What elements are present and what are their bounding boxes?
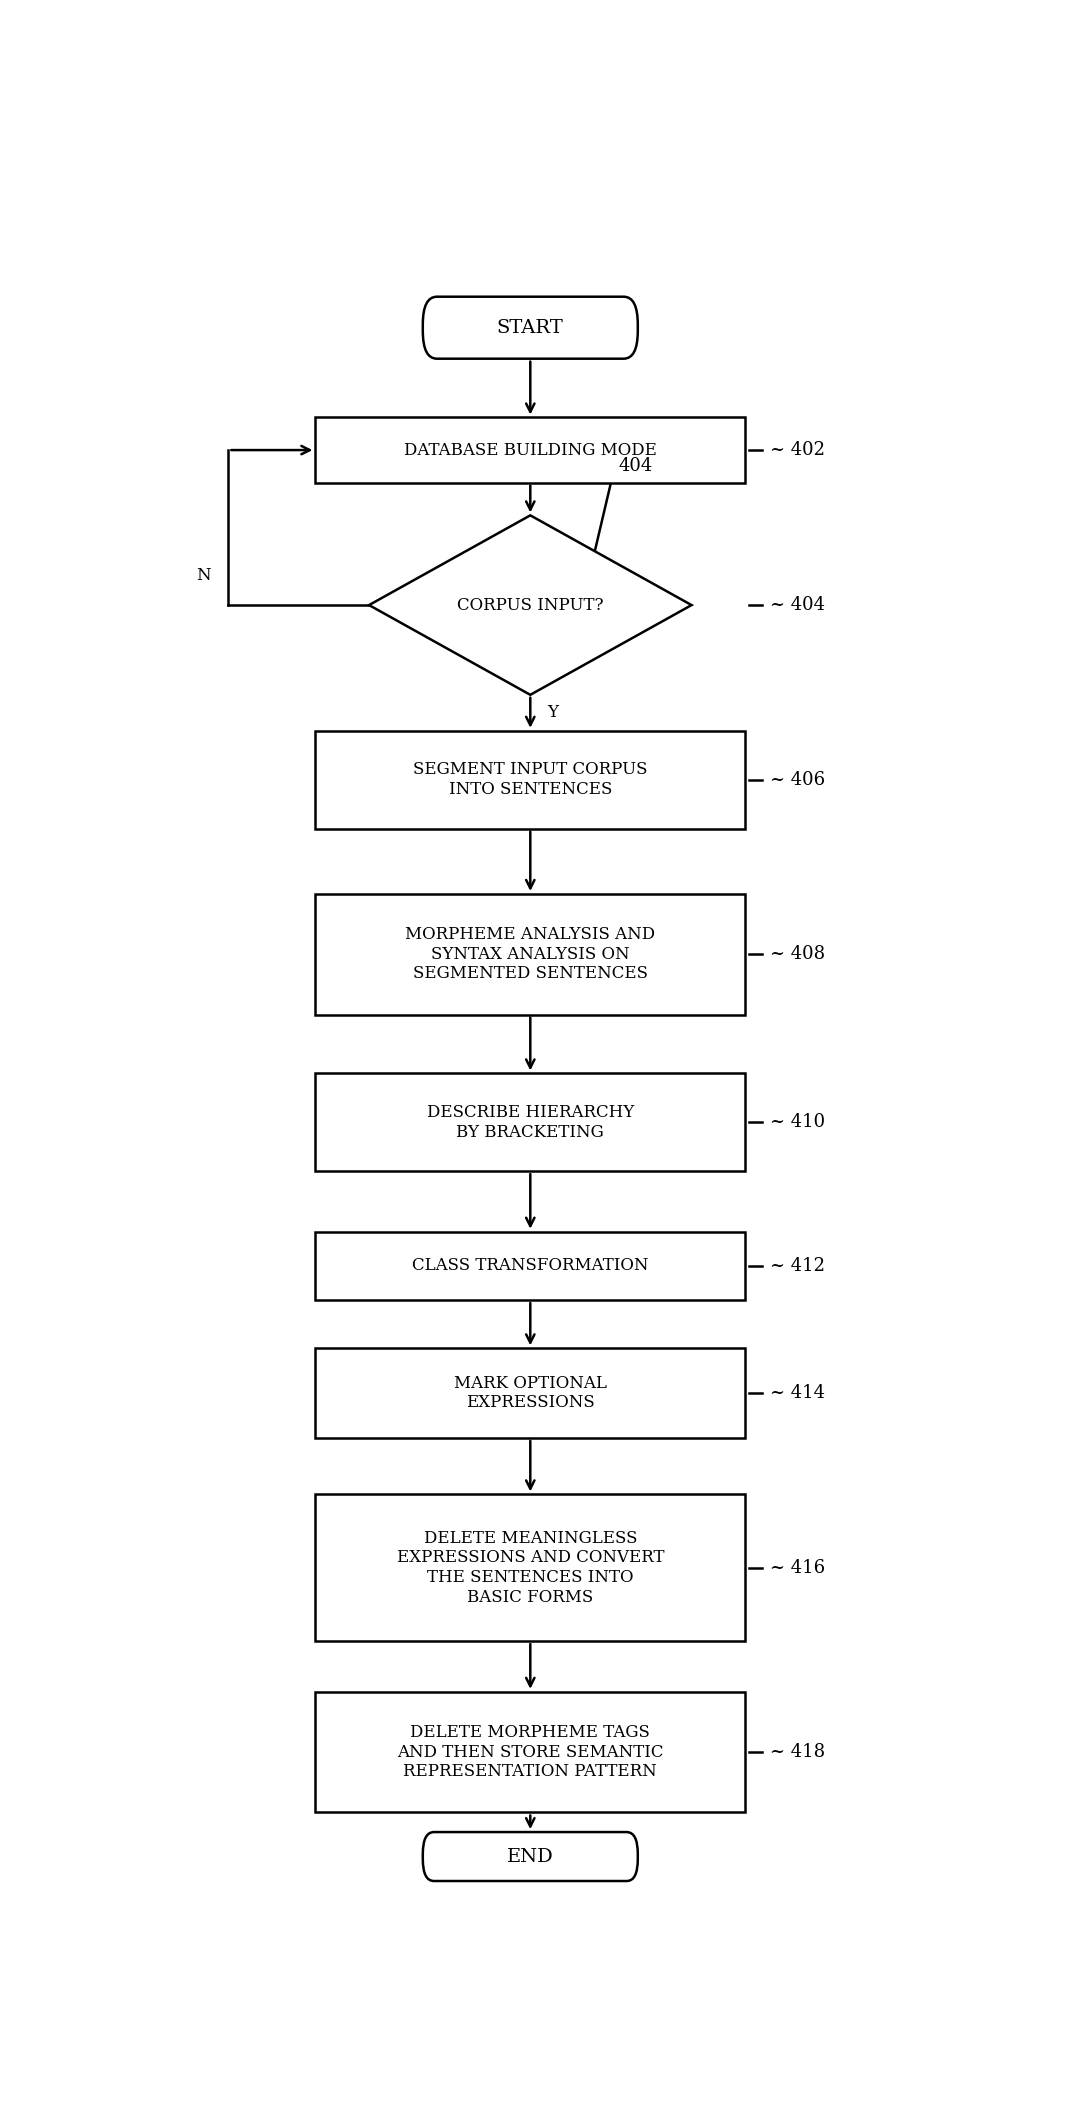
Text: SEGMENT INPUT CORPUS
INTO SENTENCES: SEGMENT INPUT CORPUS INTO SENTENCES [413, 761, 648, 799]
Text: END: END [507, 1848, 554, 1865]
FancyBboxPatch shape [423, 1833, 638, 1882]
Text: ~ 410: ~ 410 [770, 1112, 825, 1132]
Text: ~ 418: ~ 418 [770, 1744, 825, 1761]
FancyBboxPatch shape [316, 1231, 746, 1301]
FancyBboxPatch shape [316, 894, 746, 1015]
Text: ~ 404: ~ 404 [770, 595, 825, 615]
Text: START: START [497, 318, 563, 337]
Text: ~ 412: ~ 412 [770, 1257, 825, 1276]
Text: DATABASE BUILDING MODE: DATABASE BUILDING MODE [404, 441, 656, 458]
Text: ~ 406: ~ 406 [770, 771, 825, 788]
FancyBboxPatch shape [423, 297, 638, 358]
Text: ~ 416: ~ 416 [770, 1560, 825, 1577]
Text: CLASS TRANSFORMATION: CLASS TRANSFORMATION [412, 1257, 649, 1274]
Text: 404: 404 [619, 456, 653, 475]
FancyBboxPatch shape [316, 1348, 746, 1439]
FancyBboxPatch shape [316, 1494, 746, 1640]
FancyBboxPatch shape [316, 1691, 746, 1812]
Text: MARK OPTIONAL
EXPRESSIONS: MARK OPTIONAL EXPRESSIONS [453, 1375, 607, 1411]
FancyBboxPatch shape [316, 417, 746, 483]
Text: CORPUS INPUT?: CORPUS INPUT? [457, 598, 604, 615]
Text: DELETE MORPHEME TAGS
AND THEN STORE SEMANTIC
REPRESENTATION PATTERN: DELETE MORPHEME TAGS AND THEN STORE SEMA… [397, 1725, 664, 1780]
Text: ~ 414: ~ 414 [770, 1384, 825, 1403]
FancyBboxPatch shape [316, 731, 746, 829]
FancyBboxPatch shape [316, 1074, 746, 1172]
Text: ~ 408: ~ 408 [770, 945, 825, 964]
Text: DESCRIBE HIERARCHY
BY BRACKETING: DESCRIBE HIERARCHY BY BRACKETING [427, 1104, 634, 1140]
Text: DELETE MEANINGLESS
EXPRESSIONS AND CONVERT
THE SENTENCES INTO
BASIC FORMS: DELETE MEANINGLESS EXPRESSIONS AND CONVE… [397, 1530, 664, 1606]
Text: ~ 402: ~ 402 [770, 441, 825, 460]
Polygon shape [369, 515, 691, 695]
Text: MORPHEME ANALYSIS AND
SYNTAX ANALYSIS ON
SEGMENTED SENTENCES: MORPHEME ANALYSIS AND SYNTAX ANALYSIS ON… [405, 926, 655, 983]
Text: Y: Y [547, 704, 558, 720]
Text: N: N [196, 568, 211, 585]
